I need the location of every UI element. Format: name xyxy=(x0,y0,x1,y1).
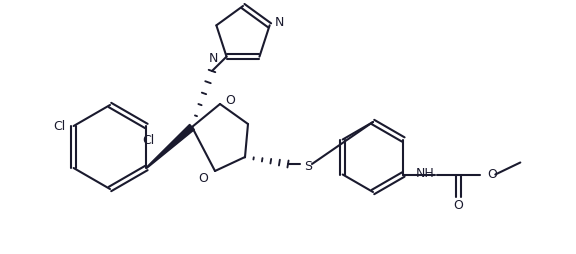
Polygon shape xyxy=(146,125,194,169)
Text: NH: NH xyxy=(416,166,435,179)
Text: Cl: Cl xyxy=(54,120,66,133)
Text: O: O xyxy=(453,198,463,211)
Text: S: S xyxy=(304,159,312,172)
Text: O: O xyxy=(225,94,235,107)
Text: Cl: Cl xyxy=(142,133,154,146)
Text: N: N xyxy=(209,52,218,65)
Text: N: N xyxy=(275,16,284,29)
Text: O: O xyxy=(198,171,208,184)
Text: O: O xyxy=(487,167,497,180)
